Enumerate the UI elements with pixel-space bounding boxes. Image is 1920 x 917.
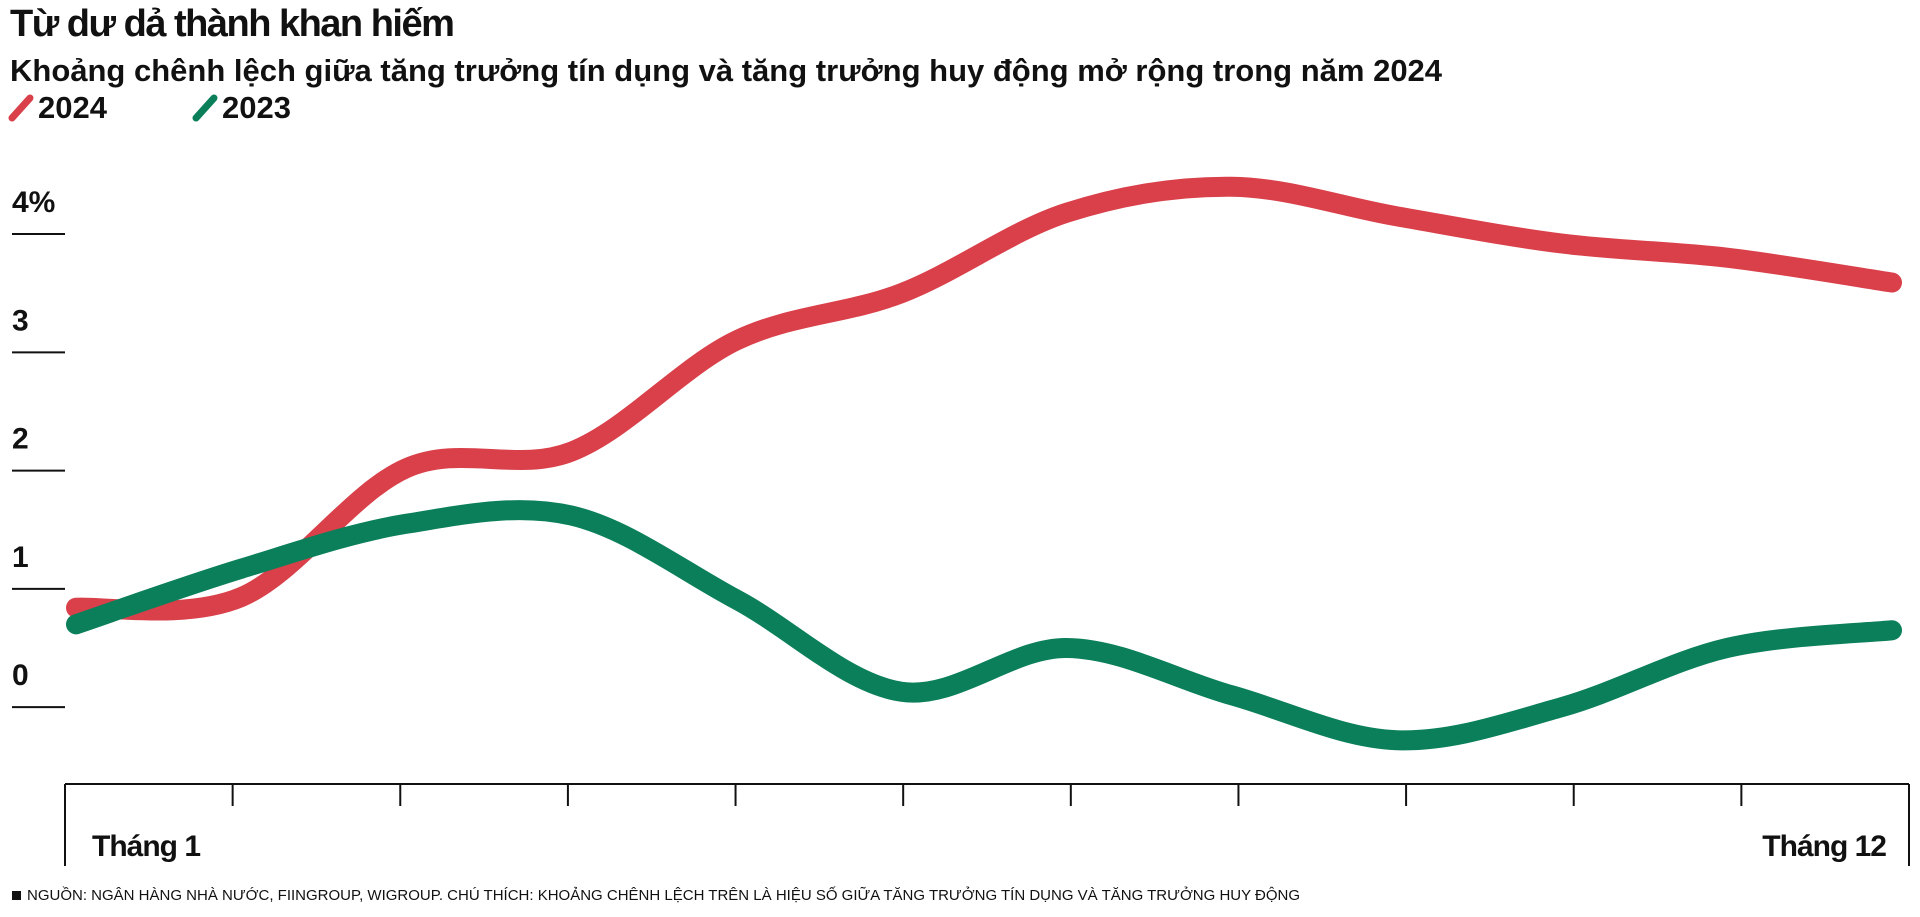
y-tick-label: 4% — [12, 186, 55, 219]
source-note: NGUỒN: NGÂN HÀNG NHÀ NƯỚC, FIINGROUP, WI… — [27, 886, 1300, 904]
y-tick-label: 3 — [12, 304, 29, 337]
legend-label: 2023 — [222, 90, 291, 125]
y-tick-label: 1 — [12, 541, 29, 574]
y-tick-label: 0 — [12, 659, 29, 692]
series-line — [66, 176, 1902, 621]
legend-label: 2024 — [38, 90, 108, 125]
legend-swatch — [192, 94, 218, 122]
x-tick-label: Tháng 1 — [92, 830, 200, 863]
chart-subtitle: Khoảng chênh lệch giữa tăng trưởng tín d… — [10, 53, 1443, 88]
series-line — [66, 500, 1902, 751]
source-bullet — [12, 891, 21, 900]
chart-title: Từ dư dả thành khan hiếm — [10, 3, 453, 45]
x-tick-label: Tháng 12 — [1762, 830, 1886, 863]
legend-swatch — [8, 94, 34, 122]
y-tick-label: 2 — [12, 423, 29, 456]
